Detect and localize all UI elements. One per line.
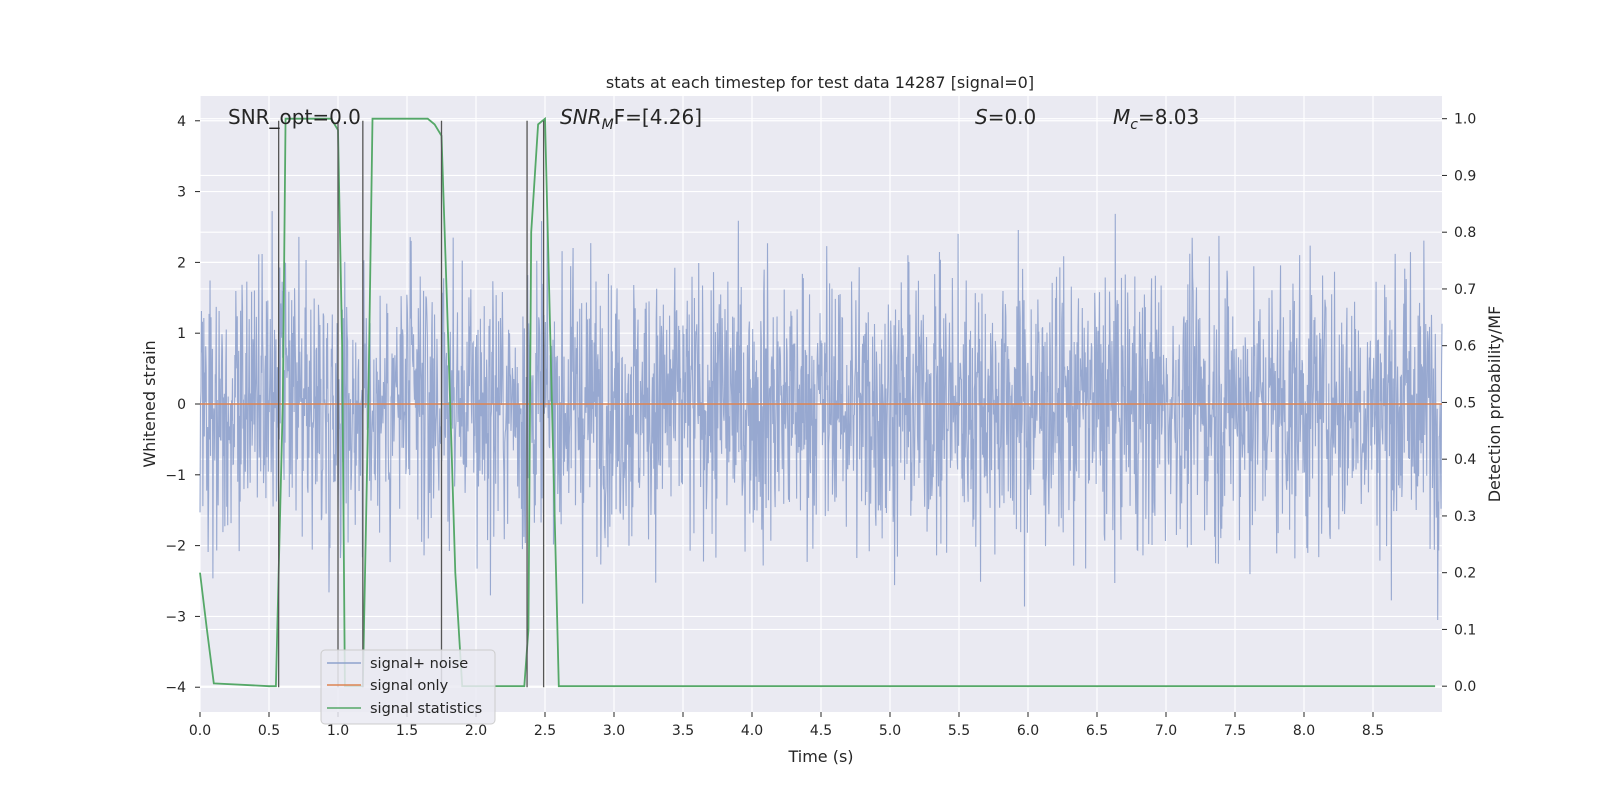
- s-value: =0.0: [988, 105, 1037, 129]
- y2-tick-label: 0.5: [1454, 395, 1476, 411]
- noise-series: [199, 211, 1443, 620]
- mc-annotation: Mc=8.03: [1113, 105, 1199, 133]
- x-tick-label: 4.0: [741, 723, 763, 739]
- y2-tick-label: 0.3: [1454, 509, 1476, 525]
- x-tick-label: 1.5: [396, 723, 418, 739]
- y-tick-label: 3: [177, 185, 186, 201]
- x-tick-label: 0.0: [189, 723, 211, 739]
- x-axis-ticks: 0.0 0.5 1.0 1.5 2.0 2.5 3.0 3.5 4.0 4.5 5.0 5.5 6.0 6…: [189, 712, 1384, 739]
- x-tick-label: 2.5: [534, 723, 556, 739]
- x-tick-label: 4.5: [810, 723, 832, 739]
- x-tick-label: 7.5: [1224, 723, 1246, 739]
- x-tick-label: 5.5: [948, 723, 970, 739]
- x-tick-label: 2.0: [465, 723, 487, 739]
- y2-tick-label: 0.4: [1454, 452, 1476, 468]
- mc-subscript: c: [1130, 117, 1138, 133]
- y2-axis-ticks: 0.0 0.1 0.2 0.3 0.4 0.5 0.6 0.7 0.8 0.9 1.0: [1442, 112, 1476, 695]
- y2-tick-label: 0.7: [1454, 282, 1476, 298]
- mc-variable: M: [1113, 105, 1130, 129]
- legend-label-signal-noise: signal+ noise: [370, 656, 468, 672]
- y2-axis-label: Detection probability/MF: [1485, 306, 1504, 503]
- y2-tick-label: 0.0: [1454, 679, 1476, 695]
- x-tick-label: 6.0: [1017, 723, 1039, 739]
- y-tick-label: −4: [165, 680, 186, 696]
- legend: signal+ noise signal only signal statist…: [320, 649, 496, 725]
- snr-mf-subscript: M: [602, 117, 614, 133]
- y-tick-label: 0: [177, 397, 186, 413]
- s-annotation: S=0.0: [975, 105, 1036, 129]
- series-signal-statistics-line: [199, 116, 1436, 688]
- series-signal-noise-line: [199, 211, 1443, 620]
- snr-mf-rest: F=[4.26]: [614, 105, 702, 129]
- y-tick-label: −1: [165, 468, 186, 484]
- s-variable: S: [975, 105, 988, 129]
- x-tick-label: 7.0: [1155, 723, 1177, 739]
- y2-tick-label: 0.8: [1454, 225, 1476, 241]
- y-tick-label: 1: [177, 326, 186, 342]
- y-axis-label: Whitened strain: [140, 340, 159, 467]
- x-tick-label: 8.5: [1362, 723, 1384, 739]
- x-tick-label: 3.0: [603, 723, 625, 739]
- snr-opt-annotation: SNR_opt=0.0: [228, 105, 361, 129]
- x-tick-label: 5.0: [879, 723, 901, 739]
- legend-label-signal-statistics: signal statistics: [370, 701, 482, 717]
- y2-tick-label: 1.0: [1454, 112, 1476, 128]
- x-tick-label: 1.0: [327, 723, 349, 739]
- snr-mf-prefix: SNR: [560, 105, 602, 129]
- x-axis-label: Time (s): [787, 747, 853, 766]
- mc-value: =8.03: [1138, 105, 1199, 129]
- x-tick-label: 8.0: [1293, 723, 1315, 739]
- x-tick-label: 6.5: [1086, 723, 1108, 739]
- legend-box: [320, 649, 496, 725]
- y2-tick-label: 0.6: [1454, 339, 1476, 355]
- x-tick-label: 0.5: [258, 723, 280, 739]
- y-tick-label: 2: [177, 255, 186, 271]
- x-tick-label: 3.5: [672, 723, 694, 739]
- y-tick-label: −2: [165, 539, 186, 555]
- series-layer: [199, 116, 1442, 688]
- legend-label-signal-only: signal only: [370, 678, 449, 694]
- chart-title: stats at each timestep for test data 142…: [606, 73, 1034, 92]
- y-tick-label: −3: [165, 609, 186, 625]
- y2-tick-label: 0.9: [1454, 168, 1476, 184]
- y2-tick-label: 0.1: [1454, 622, 1476, 638]
- y-axis-ticks: −4 −3 −2 −1 0 1 2 3 4: [165, 114, 200, 696]
- vertical-lines: [278, 120, 545, 688]
- snr-mf-annotation: SNRMF=[4.26]: [560, 105, 702, 133]
- y2-tick-label: 0.2: [1454, 566, 1476, 582]
- y-tick-label: 4: [177, 114, 186, 130]
